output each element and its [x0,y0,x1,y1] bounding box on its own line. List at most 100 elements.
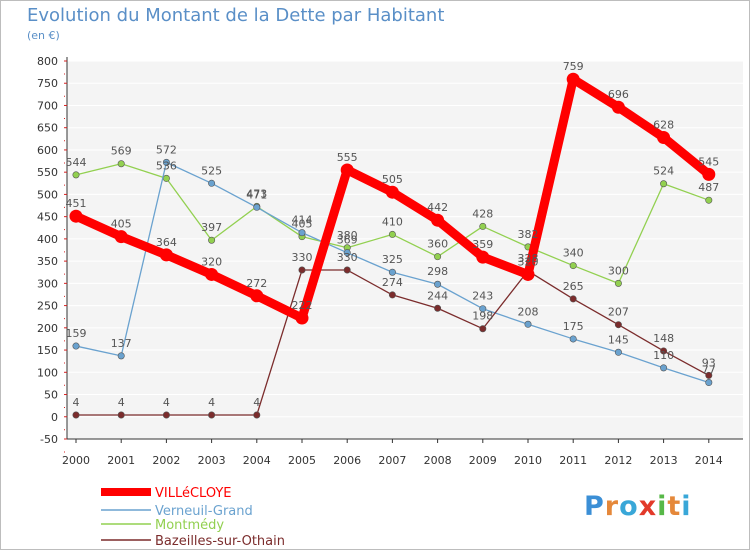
y-tick-label: 50 [44,389,58,402]
data-label: 320 [201,255,222,268]
data-label: 536 [156,159,177,172]
data-point [569,335,577,343]
data-label: 364 [156,236,177,249]
series-montm-dy [72,160,713,287]
y-tick-label: 400 [37,233,58,246]
x-tick-label: 2007 [378,454,406,467]
y-tick-label: 650 [37,122,58,135]
data-point [569,295,577,303]
data-label: 325 [382,253,403,266]
data-label: 4 [208,396,215,409]
legend-label: Verneuil-Grand [155,504,253,519]
data-point [159,248,173,262]
x-tick-label: 2003 [198,454,226,467]
data-label: 524 [653,165,674,178]
plot-area [67,61,743,439]
data-point [388,291,396,299]
data-label: 222 [292,299,313,312]
data-label: 525 [201,164,222,177]
data-point [253,203,261,211]
data-label: 328 [518,252,539,265]
data-point [611,100,625,114]
data-label: 4 [73,396,80,409]
logo-letter: i [657,491,668,522]
y-tick-label: 600 [37,144,58,157]
data-point [340,163,354,177]
data-point [614,279,622,287]
data-point [298,266,306,274]
data-point [479,325,487,333]
data-point [343,249,351,257]
data-point [250,289,264,303]
series-vill-cloye [69,72,716,325]
data-label: 545 [698,155,719,168]
data-label: 265 [563,280,584,293]
data-label: 544 [66,156,87,169]
y-tick-label: 250 [37,300,58,313]
data-point [479,305,487,313]
logo-letter: o [619,491,639,522]
y-tick-label: -50 [40,433,58,446]
y-tick-label: 350 [37,255,58,268]
x-tick-label: 2011 [559,454,587,467]
data-label: 110 [653,349,674,362]
data-label: 175 [563,320,584,333]
data-point [388,230,396,238]
x-tick-label: 2000 [62,454,90,467]
x-tick-label: 2004 [243,454,271,467]
data-label: 555 [337,151,358,164]
data-point [69,209,83,223]
data-point [208,236,216,244]
x-tick-label: 2006 [333,454,361,467]
data-label: 330 [337,251,358,264]
x-tick-label: 2005 [288,454,316,467]
data-label: 628 [653,118,674,131]
x-tick-label: 2010 [514,454,542,467]
data-point [162,158,170,166]
data-label: 451 [66,197,87,210]
data-label: 414 [292,214,313,227]
data-label: 505 [382,173,403,186]
y-tick-label: 500 [37,188,58,201]
data-label: 4 [163,396,170,409]
data-point [72,411,80,419]
data-label: 198 [472,310,493,323]
y-tick-label: 150 [37,344,58,357]
data-point [524,320,532,328]
logo-letter: P [584,491,605,522]
data-label: 405 [111,218,132,231]
data-label: 137 [111,337,132,350]
series-bazeilles-sur-othain [72,266,713,419]
chart-unit-label: (en €) [27,29,60,42]
data-label: 471 [246,188,267,201]
legend-label: VILLéCLOYE [155,486,232,501]
data-point [343,266,351,274]
x-tick-label: 2013 [650,454,678,467]
data-point [434,280,442,288]
x-tick-label: 2014 [695,454,723,467]
data-label: 330 [292,251,313,264]
data-point [208,411,216,419]
data-label: 300 [608,264,629,277]
data-label: 473 [246,187,267,200]
y-tick-label: 300 [37,277,58,290]
data-point [117,160,125,168]
data-label: 359 [472,238,493,251]
y-tick-label: 0 [51,411,58,424]
data-label: 77 [702,364,716,377]
data-label: 145 [608,333,629,346]
data-point [253,411,261,419]
data-label: 340 [563,247,584,260]
data-label: 428 [472,207,493,220]
data-label: 159 [66,327,87,340]
data-label: 207 [608,306,629,319]
data-point [72,171,80,179]
y-tick-label: 800 [37,55,58,68]
data-point [521,267,535,281]
data-point [114,230,128,244]
data-label: 569 [111,145,132,158]
y-tick-label: 750 [37,77,58,90]
data-point [431,213,445,227]
data-label: 397 [201,221,222,234]
